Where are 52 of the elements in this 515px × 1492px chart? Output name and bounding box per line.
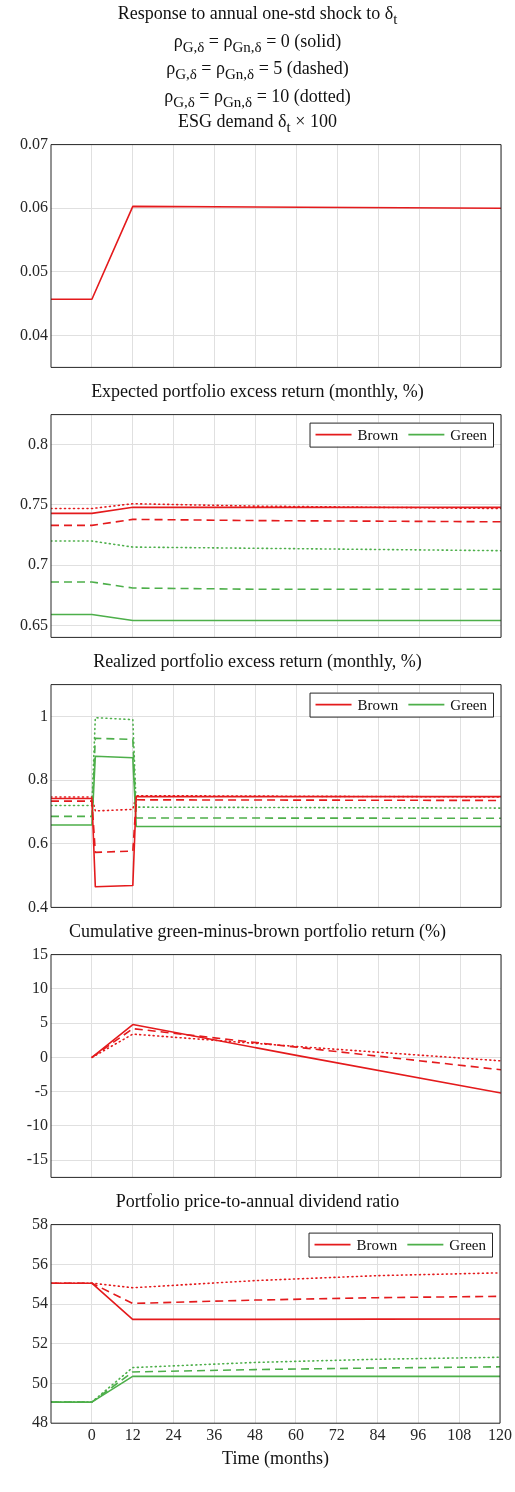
chart-title: Cumulative green-minus-brown portfolio return (%) — [68, 920, 447, 942]
chart-title: ESG demand δ$_{t}$ × 100 — [177, 110, 338, 135]
text: Response to annual one-std shock to δ$_{t}$ — [116, 2, 399, 29]
x-tick-label: 12 — [124, 1426, 141, 1443]
x-axis-title: Time (months) — [222, 1447, 329, 1469]
y-tick-label: -15 — [26, 1150, 48, 1168]
x-tick-label: 0 — [87, 1426, 96, 1443]
y-tick-label: 0.4 — [28, 897, 48, 915]
y-tick-label: 0.6 — [28, 833, 48, 851]
y-tick-label: 0.8 — [28, 770, 48, 788]
x-tick-label: 84 — [369, 1426, 386, 1443]
chart-title: Realized portfolio excess return (monthly, %) — [92, 650, 423, 672]
y-tick-label: 0.05 — [20, 262, 48, 280]
legend-label: Brown — [357, 426, 399, 443]
y-tick-label: 58 — [32, 1214, 48, 1232]
text: ρ$_{G,δ}$ = ρ$_{Gn,δ}$ = 0 (solid) — [172, 29, 343, 57]
y-tick-label: 1 — [40, 706, 48, 724]
legend-label: Green — [450, 426, 488, 443]
y-tick-label: 10 — [32, 979, 48, 997]
legend-label: Brown — [357, 696, 399, 713]
y-tick-label: 0.8 — [28, 434, 48, 452]
y-tick-label: 50 — [32, 1373, 48, 1391]
x-tick-label: 24 — [165, 1426, 182, 1443]
y-tick-label: 15 — [32, 944, 48, 962]
y-tick-label: 0 — [40, 1047, 48, 1065]
y-tick-label: 0.65 — [20, 615, 48, 633]
y-tick-label: 0.7 — [28, 555, 48, 573]
y-tick-label: 52 — [32, 1333, 48, 1351]
chart-title: Expected portfolio excess return (monthly, %) — [90, 380, 425, 402]
chart-title: Portfolio price-to-annual dividend ratio — [114, 1190, 401, 1212]
legend-label: Green — [449, 1236, 487, 1253]
x-tick-label: 72 — [328, 1426, 345, 1443]
y-tick-label: 0.06 — [20, 198, 48, 216]
x-tick-label: 108 — [447, 1426, 472, 1443]
text: ρ$_{G,δ}$ = ρ$_{Gn,δ}$ = 5 (dashed) — [165, 57, 350, 84]
legend-label: Green — [450, 696, 488, 713]
x-tick-label: 96 — [410, 1426, 427, 1443]
legend-label: Brown — [356, 1236, 398, 1253]
y-tick-label: 54 — [32, 1294, 48, 1312]
y-tick-label: 0.75 — [20, 495, 48, 513]
y-tick-label: 0.04 — [20, 325, 48, 343]
y-tick-label: 0.07 — [20, 134, 48, 152]
x-tick-label: 60 — [287, 1426, 304, 1443]
x-tick-label: 36 — [206, 1426, 223, 1443]
y-tick-label: -10 — [26, 1116, 48, 1134]
x-tick-label: 120 — [488, 1426, 512, 1443]
text: ρ$_{G,δ}$ = ρ$_{Gn,δ}$ = 10 (dotted) — [163, 84, 352, 112]
y-tick-label: 56 — [32, 1254, 48, 1272]
x-tick-label: 48 — [247, 1426, 264, 1443]
y-tick-label: -5 — [34, 1081, 48, 1099]
y-tick-label: 48 — [32, 1413, 48, 1431]
y-tick-label: 5 — [40, 1013, 48, 1031]
